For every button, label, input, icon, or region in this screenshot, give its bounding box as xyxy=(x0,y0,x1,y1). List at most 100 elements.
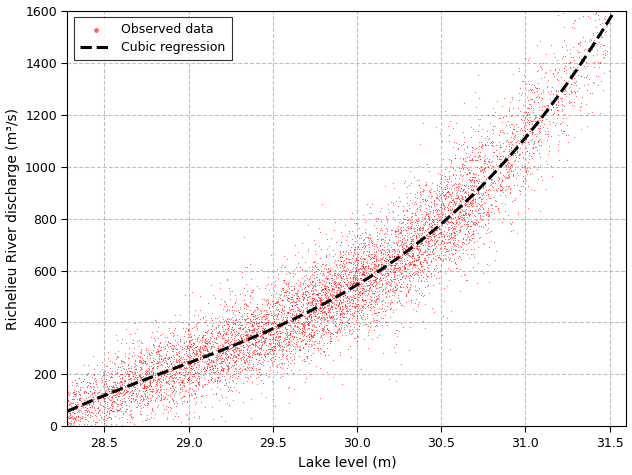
Observed data xyxy=(348,327,358,334)
Observed data xyxy=(219,372,229,380)
Observed data xyxy=(373,261,383,268)
Observed data xyxy=(235,369,245,376)
Observed data xyxy=(67,381,77,389)
Observed data xyxy=(351,267,361,275)
Observed data xyxy=(108,408,118,415)
Observed data xyxy=(466,218,476,225)
Observed data xyxy=(343,279,353,286)
Observed data xyxy=(489,148,499,156)
Observed data xyxy=(166,372,176,380)
Observed data xyxy=(142,348,152,356)
Observed data xyxy=(256,336,266,344)
Observed data xyxy=(66,379,76,386)
Observed data xyxy=(372,319,382,326)
Observed data xyxy=(497,177,507,184)
Observed data xyxy=(304,263,314,271)
Observed data xyxy=(549,49,559,57)
Observed data xyxy=(370,321,380,329)
Observed data xyxy=(379,256,389,264)
Observed data xyxy=(331,278,341,285)
Observed data xyxy=(179,355,189,363)
Observed data xyxy=(520,130,530,137)
Observed data xyxy=(491,185,501,193)
Observed data xyxy=(353,306,363,314)
Observed data xyxy=(343,270,353,278)
Observed data xyxy=(156,390,166,398)
Observed data xyxy=(501,162,511,169)
Observed data xyxy=(299,324,309,332)
Observed data xyxy=(69,409,79,417)
Observed data xyxy=(479,156,489,163)
Observed data xyxy=(135,373,145,380)
Observed data xyxy=(161,390,171,398)
Observed data xyxy=(396,301,406,308)
Observed data xyxy=(380,318,391,326)
Observed data xyxy=(349,323,360,331)
Observed data xyxy=(254,350,264,358)
Observed data xyxy=(379,238,389,246)
Observed data xyxy=(221,329,231,336)
Observed data xyxy=(322,295,332,303)
Observed data xyxy=(416,262,426,269)
Observed data xyxy=(405,223,415,230)
Observed data xyxy=(241,334,251,342)
Observed data xyxy=(202,363,212,371)
Observed data xyxy=(309,258,319,266)
Observed data xyxy=(298,279,308,287)
Observed data xyxy=(371,266,381,274)
Observed data xyxy=(470,182,480,190)
Observed data xyxy=(569,24,580,31)
Observed data xyxy=(132,337,142,344)
Observed data xyxy=(162,408,173,416)
Observed data xyxy=(353,287,363,295)
Observed data xyxy=(151,317,161,324)
Observed data xyxy=(286,356,296,363)
Observed data xyxy=(159,370,169,378)
Observed data xyxy=(281,315,291,323)
Observed data xyxy=(446,206,456,213)
Observed data xyxy=(131,396,141,403)
Observed data xyxy=(483,190,494,198)
Observed data xyxy=(480,134,490,142)
Observed data xyxy=(149,355,159,363)
Observed data xyxy=(324,286,334,294)
Observed data xyxy=(315,294,325,302)
Observed data xyxy=(132,385,142,392)
Observed data xyxy=(222,315,232,323)
Observed data xyxy=(234,331,245,339)
Observed data xyxy=(428,197,439,205)
Observed data xyxy=(503,163,513,171)
Observed data xyxy=(112,378,123,386)
Observed data xyxy=(308,296,319,304)
Observed data xyxy=(415,225,425,232)
Observed data xyxy=(392,284,402,292)
Observed data xyxy=(415,238,425,245)
Observed data xyxy=(344,258,355,266)
Observed data xyxy=(373,262,383,270)
Observed data xyxy=(482,208,492,215)
Observed data xyxy=(272,336,282,344)
Observed data xyxy=(420,181,430,189)
Observed data xyxy=(447,210,458,218)
Observed data xyxy=(502,173,513,181)
Observed data xyxy=(574,14,584,22)
Observed data xyxy=(298,306,308,314)
Observed data xyxy=(238,352,248,360)
Observed data xyxy=(580,65,590,72)
Observed data xyxy=(301,303,312,311)
Observed data xyxy=(248,326,258,333)
Observed data xyxy=(531,133,541,140)
Observed data xyxy=(359,254,369,262)
Observed data xyxy=(145,376,155,384)
Observed data xyxy=(498,113,508,121)
Observed data xyxy=(372,266,382,273)
Observed data xyxy=(195,370,205,378)
Observed data xyxy=(337,233,348,240)
Observed data xyxy=(75,383,85,390)
Observed data xyxy=(276,330,286,337)
Observed data xyxy=(130,357,140,364)
Observed data xyxy=(162,341,173,349)
Observed data xyxy=(205,385,216,392)
Observed data xyxy=(256,335,266,343)
Observed data xyxy=(385,286,395,294)
